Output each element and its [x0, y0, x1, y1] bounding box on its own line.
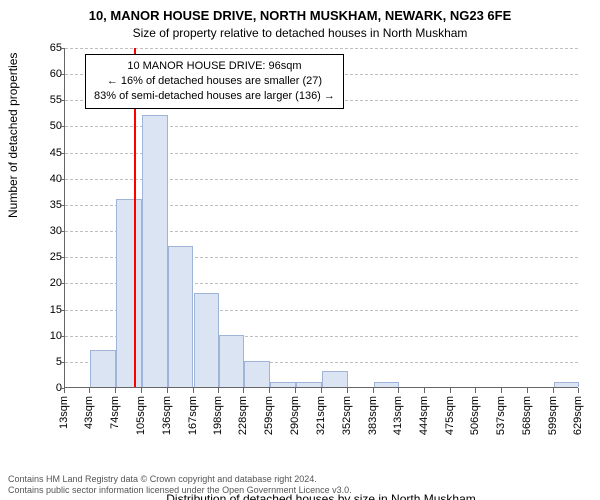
chart-title: 10, MANOR HOUSE DRIVE, NORTH MUSKHAM, NE…	[0, 8, 600, 23]
ytick-label: 5	[34, 356, 62, 368]
xtick-mark	[193, 388, 194, 393]
xtick-label: 43sqm	[83, 396, 95, 429]
xtick-mark	[115, 388, 116, 393]
y-axis: 05101520253035404550556065	[28, 48, 64, 388]
histogram-bar	[296, 382, 322, 387]
histogram-bar	[219, 335, 244, 387]
annotation-line-1: 10 MANOR HOUSE DRIVE: 96sqm	[94, 59, 335, 74]
xtick-mark	[578, 388, 579, 393]
xtick-label: 228sqm	[237, 396, 249, 435]
xtick-label: 444sqm	[418, 396, 430, 435]
ytick-label: 55	[34, 94, 62, 106]
xtick-label: 383sqm	[367, 396, 379, 435]
histogram-bar	[194, 293, 220, 387]
annotation-line-3: 83% of semi-detached houses are larger (…	[94, 89, 335, 104]
chart-container: 10, MANOR HOUSE DRIVE, NORTH MUSKHAM, NE…	[0, 0, 600, 500]
ytick-label: 65	[34, 42, 62, 54]
xtick-mark	[347, 388, 348, 393]
xtick-label: 599sqm	[547, 396, 559, 435]
xtick-label: 537sqm	[495, 396, 507, 435]
xtick-mark	[243, 388, 244, 393]
footer-line-1: Contains HM Land Registry data © Crown c…	[8, 474, 352, 485]
x-axis: Distribution of detached houses by size …	[64, 388, 578, 448]
xtick-label: 290sqm	[289, 396, 301, 435]
histogram-bar	[90, 350, 116, 387]
xtick-mark	[141, 388, 142, 393]
histogram-bar	[322, 371, 348, 387]
xtick-label: 321sqm	[315, 396, 327, 435]
histogram-bar	[168, 246, 194, 387]
xtick-label: 259sqm	[263, 396, 275, 435]
ytick-label: 50	[34, 120, 62, 132]
xtick-label: 105sqm	[135, 396, 147, 435]
xtick-mark	[64, 388, 65, 393]
histogram-bar	[270, 382, 296, 387]
xtick-label: 352sqm	[341, 396, 353, 435]
xtick-label: 475sqm	[444, 396, 456, 435]
ytick-label: 35	[34, 199, 62, 211]
histogram-bar	[374, 382, 399, 387]
xtick-mark	[553, 388, 554, 393]
xtick-mark	[167, 388, 168, 393]
xtick-mark	[450, 388, 451, 393]
histogram-bar	[116, 199, 142, 387]
ytick-label: 25	[34, 251, 62, 263]
xtick-mark	[89, 388, 90, 393]
annotation-box: 10 MANOR HOUSE DRIVE: 96sqm ← 16% of det…	[85, 54, 344, 109]
xtick-mark	[398, 388, 399, 393]
xtick-label: 413sqm	[392, 396, 404, 435]
chart-subtitle: Size of property relative to detached ho…	[0, 26, 600, 40]
histogram-bar	[244, 361, 270, 387]
ytick-label: 20	[34, 277, 62, 289]
xtick-label: 167sqm	[187, 396, 199, 435]
xtick-label: 506sqm	[469, 396, 481, 435]
ytick-label: 40	[34, 173, 62, 185]
xtick-label: 568sqm	[521, 396, 533, 435]
ytick-label: 60	[34, 68, 62, 80]
ytick-label: 0	[34, 382, 62, 394]
xtick-mark	[501, 388, 502, 393]
ytick-label: 10	[34, 330, 62, 342]
xtick-mark	[269, 388, 270, 393]
xtick-label: 629sqm	[572, 396, 584, 435]
xtick-mark	[373, 388, 374, 393]
footer-credits: Contains HM Land Registry data © Crown c…	[8, 474, 352, 497]
xtick-mark	[295, 388, 296, 393]
annotation-line-2: ← 16% of detached houses are smaller (27…	[94, 74, 335, 89]
histogram-bar	[142, 115, 168, 387]
xtick-mark	[321, 388, 322, 393]
xtick-mark	[475, 388, 476, 393]
xtick-label: 136sqm	[161, 396, 173, 435]
footer-line-2: Contains public sector information licen…	[8, 485, 352, 496]
ytick-label: 15	[34, 304, 62, 316]
histogram-bar	[554, 382, 579, 387]
xtick-label: 74sqm	[109, 396, 121, 429]
y-axis-label: Number of detached properties	[6, 53, 20, 218]
xtick-mark	[527, 388, 528, 393]
ytick-label: 30	[34, 225, 62, 237]
xtick-mark	[218, 388, 219, 393]
ytick-label: 45	[34, 147, 62, 159]
xtick-label: 198sqm	[212, 396, 224, 435]
xtick-mark	[424, 388, 425, 393]
xtick-label: 13sqm	[58, 396, 70, 429]
plot-area: 10 MANOR HOUSE DRIVE: 96sqm ← 16% of det…	[64, 48, 578, 388]
gridline	[65, 48, 578, 49]
